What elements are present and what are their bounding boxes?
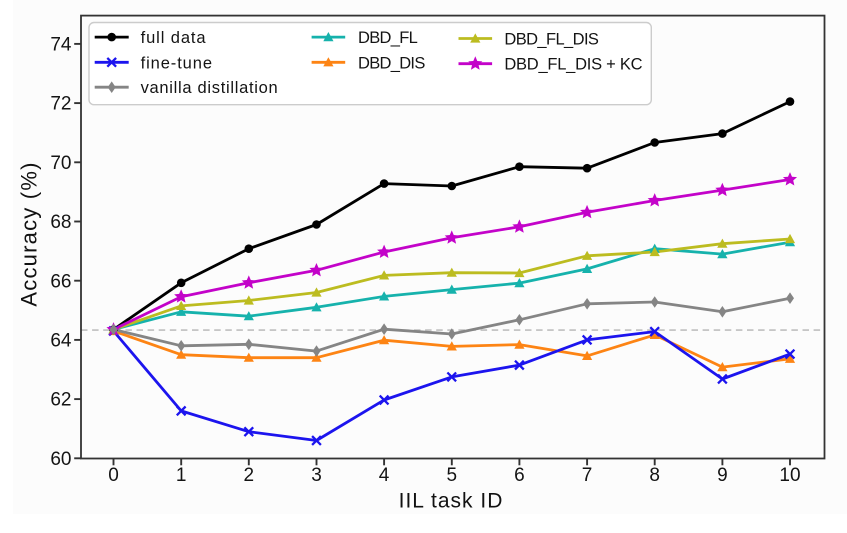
svg-text:2: 2 [244,465,255,486]
svg-text:74: 74 [50,35,72,56]
svg-text:62: 62 [50,390,71,411]
svg-text:fine-tune: fine-tune [141,54,213,72]
svg-text:1: 1 [176,465,187,486]
svg-text:8: 8 [649,465,660,486]
svg-text:3: 3 [311,465,322,486]
svg-text:60: 60 [50,449,71,470]
svg-text:DBD_FL: DBD_FL [358,29,418,47]
svg-text:72: 72 [50,94,71,115]
svg-text:full data: full data [141,29,207,47]
svg-text:4: 4 [379,465,390,486]
svg-text:vanilla distillation: vanilla distillation [141,79,279,97]
svg-text:10: 10 [779,465,800,486]
svg-text:70: 70 [50,153,71,174]
svg-text:0: 0 [108,465,119,486]
svg-text:9: 9 [717,465,728,486]
svg-text:Accuracy (%): Accuracy (%) [17,161,42,306]
svg-text:68: 68 [50,212,71,233]
svg-text:66: 66 [50,271,71,292]
svg-text:64: 64 [50,331,72,352]
svg-text:DBD_DIS: DBD_DIS [358,54,425,72]
svg-text:7: 7 [582,465,593,486]
svg-text:6: 6 [514,465,525,486]
svg-text:DBD_FL_DIS: DBD_FL_DIS [504,31,599,49]
svg-text:DBD_FL_DIS + KC: DBD_FL_DIS + KC [504,56,642,74]
svg-text:5: 5 [447,465,458,486]
svg-text:IIL task ID: IIL task ID [399,490,504,513]
